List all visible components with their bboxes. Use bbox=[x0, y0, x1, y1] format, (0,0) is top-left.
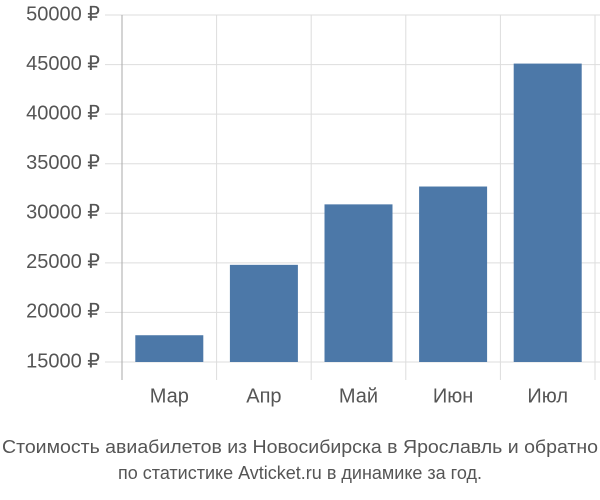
bar bbox=[229, 264, 298, 362]
y-tick-label: 45000 ₽ bbox=[26, 53, 100, 75]
bar bbox=[135, 335, 204, 362]
y-tick-label: 50000 ₽ bbox=[26, 3, 100, 25]
bar bbox=[419, 186, 488, 362]
chart-title: Стоимость авиабилетов из Новосибирска в … bbox=[2, 437, 598, 457]
y-tick-label: 40000 ₽ bbox=[26, 102, 100, 124]
y-tick-label: 25000 ₽ bbox=[26, 251, 100, 273]
bar bbox=[324, 204, 393, 362]
y-tick-label: 30000 ₽ bbox=[26, 202, 100, 224]
chart-subtitle: по статистике Avticket.ru в динамике за … bbox=[118, 463, 482, 483]
x-tick-label: Июл bbox=[527, 385, 568, 407]
y-tick-label: 15000 ₽ bbox=[26, 350, 100, 372]
x-tick-label: Май bbox=[339, 385, 378, 407]
x-tick-label: Мар bbox=[150, 385, 189, 407]
bar bbox=[513, 63, 582, 363]
y-tick-label: 20000 ₽ bbox=[26, 301, 100, 323]
y-tick-label: 35000 ₽ bbox=[26, 152, 100, 174]
x-tick-label: Июн bbox=[433, 385, 473, 407]
x-tick-label: Апр bbox=[246, 385, 281, 407]
